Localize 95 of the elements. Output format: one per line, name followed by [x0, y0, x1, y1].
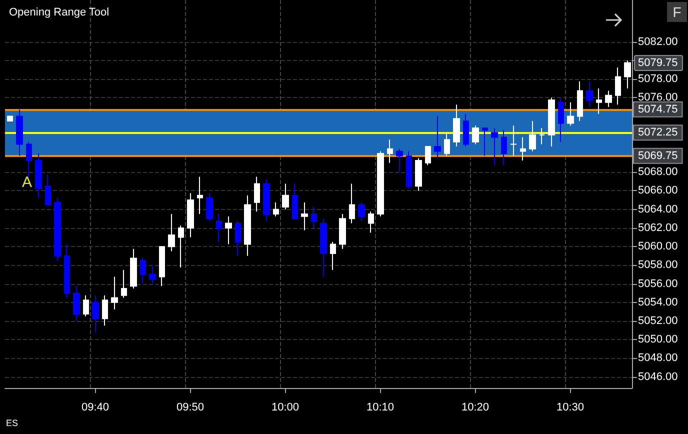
- ref-line-label: 5069.75: [638, 150, 678, 162]
- candlestick: [548, 97, 555, 148]
- y-tick-label: 5078.00: [638, 73, 678, 86]
- text: F: [667, 2, 687, 22]
- candlestick: [558, 97, 564, 142]
- candlestick: [235, 220, 241, 256]
- candlestick: [130, 248, 137, 289]
- y-tick-label: 5068.00: [638, 166, 678, 178]
- candlestick: [26, 141, 32, 178]
- ref-line-label: 5074.75: [638, 103, 678, 116]
- candlestick: [273, 202, 279, 217]
- x-tick-label: 09:50: [176, 402, 204, 414]
- candlestick: [330, 241, 336, 270]
- candlestick: [159, 246, 165, 287]
- y-tick-label: 5056.00: [638, 278, 678, 290]
- candlestick: [358, 202, 365, 222]
- candlestick: [472, 125, 479, 145]
- y-tick-label: 5060.00: [638, 240, 678, 253]
- candlestick: [605, 90, 612, 108]
- candlestick: [510, 125, 517, 156]
- candlestick: [168, 214, 175, 252]
- candlestick: [282, 183, 289, 210]
- candlestick: [624, 60, 631, 89]
- candlestick: [491, 127, 498, 166]
- candlestick: [434, 116, 441, 159]
- candlestick: [615, 66, 621, 106]
- x-tick-label: 10:30: [556, 402, 584, 414]
- y-tick-label: 5082.00: [638, 36, 678, 48]
- candlestick: [482, 127, 488, 156]
- y-tick-label: 5076.00: [638, 92, 678, 104]
- ref-line-label: 5072.25: [638, 126, 678, 139]
- annotation: A: [22, 174, 32, 191]
- candlestick: [140, 258, 146, 284]
- candlestick: [444, 132, 450, 156]
- text: ES: [6, 418, 18, 428]
- candlestick: [149, 264, 156, 284]
- candlestick: [263, 178, 270, 222]
- candlestick: [463, 113, 469, 148]
- candlestick: [349, 183, 355, 224]
- x-tick-label: 10:20: [461, 402, 490, 414]
- candlestick: [301, 202, 308, 231]
- y-tick-label: 5066.00: [638, 184, 678, 197]
- candlestick: [206, 192, 213, 222]
- y-tick-label: 5062.00: [638, 222, 678, 234]
- x-tick-label: 09:40: [81, 402, 110, 414]
- y-tick-label: 5046.00: [638, 370, 678, 383]
- candlestick: [453, 104, 460, 148]
- candlestick: [596, 88, 602, 114]
- candlestick: [178, 225, 184, 268]
- x-tick-label: 10:00: [271, 402, 300, 414]
- y-tick-label: 5064.00: [638, 203, 678, 216]
- y-tick-label: 5052.00: [638, 315, 678, 328]
- candlestick: [64, 244, 70, 298]
- candlestick: [377, 150, 384, 217]
- candlestick: [415, 158, 422, 192]
- candlestick: [387, 139, 393, 164]
- candlestick: [396, 148, 403, 173]
- candlestick: [567, 102, 574, 126]
- candlestick: [586, 80, 593, 108]
- candlestick: [311, 206, 317, 228]
- candlestick: [102, 294, 108, 326]
- candlestick: [529, 120, 536, 152]
- candlestick: [520, 136, 526, 162]
- text: 5079.75: [634, 54, 683, 71]
- candlestick: [339, 214, 346, 250]
- candlestick: [7, 116, 13, 122]
- candlestick: [197, 176, 203, 215]
- candlestick: [16, 108, 23, 156]
- y-tick-label: 5054.00: [638, 296, 678, 308]
- candlestick: [244, 194, 251, 256]
- text: Opening Range Tool: [9, 6, 110, 18]
- candlestick: [121, 269, 127, 298]
- candlestick: [35, 153, 42, 198]
- candlestick: [216, 214, 222, 242]
- candlestick: [320, 218, 327, 278]
- candlestick: [45, 174, 51, 206]
- candlestick: [187, 192, 194, 238]
- y-tick-label: 5048.00: [638, 352, 678, 364]
- y-tick-label: 5050.00: [638, 334, 678, 346]
- candlestick: [254, 176, 260, 212]
- candlestick: [225, 216, 232, 245]
- candlestick: [406, 150, 412, 189]
- candlestick: [111, 276, 118, 310]
- candlestick: [368, 211, 374, 234]
- candlestick: [92, 294, 99, 334]
- candlestick: [501, 130, 507, 166]
- candlestick: [292, 183, 298, 220]
- y-tick-label: 5058.00: [638, 259, 678, 272]
- candlestick: [73, 286, 80, 322]
- candlestick: [425, 146, 431, 166]
- candlestick: [539, 127, 545, 145]
- candlestick: [54, 197, 61, 262]
- candlestick: [83, 294, 89, 317]
- candlestick: [577, 80, 583, 122]
- x-tick-label: 10:10: [366, 402, 394, 414]
